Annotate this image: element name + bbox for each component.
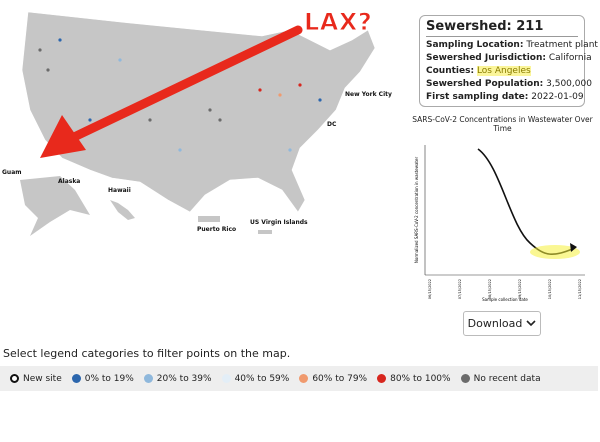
field-value: Los Angeles: [476, 66, 531, 76]
legend-label: 0% to 19%: [84, 373, 134, 384]
map-dots: [38, 38, 322, 152]
chevron: [526, 320, 536, 327]
y-axis-label: Normalized SARS-CoV-2 concentration in w…: [414, 157, 419, 264]
legend-swatch: [71, 374, 81, 383]
map-us: [21, 11, 376, 213]
x-tick-label: 10/15/2022: [548, 279, 552, 299]
info-field: Sewershed Jurisdiction: California: [426, 52, 592, 65]
info-title: Sewershed: 211: [426, 19, 578, 37]
legend-item[interactable]: 0% to 19%: [71, 373, 134, 384]
map-label: US Virgin Islands: [250, 219, 308, 226]
arrow: [67, 25, 303, 143]
x-tick-label: 09/15/2022: [518, 279, 522, 299]
info-box: Sewershed: 211 Sampling Location: Treatm…: [419, 15, 598, 107]
x-axis-label: Sample collection date: [482, 297, 528, 302]
arrow-head: [40, 115, 86, 158]
field-value: Treatment plant: [526, 40, 598, 50]
legend-item[interactable]: No recent data: [460, 373, 541, 384]
legend-swatch: [143, 374, 153, 383]
legend: New site 0% to 19% 20% to 39% 40% to 59% 60%…: [0, 366, 598, 391]
field-label: Sampling Location:: [426, 40, 524, 50]
instruction: Select legend categories to filter point…: [3, 347, 291, 360]
map[interactable]: New York City DC Guam Alaska Hawaii Puer…: [0, 0, 400, 255]
map-label: Alaska: [58, 178, 80, 185]
info-field: Sewershed Population: 3,500,000: [426, 78, 592, 91]
map-label: DC: [327, 121, 337, 128]
legend-item[interactable]: New site: [10, 374, 62, 384]
legend-item[interactable]: 60% to 79%: [299, 374, 367, 384]
highlight: [530, 245, 580, 259]
map-label: Puerto Rico: [197, 226, 236, 233]
download-label: Download: [467, 317, 523, 330]
legend-label: 20% to 39%: [156, 373, 212, 384]
field-label: Sewershed Jurisdiction:: [426, 53, 546, 63]
x-tick-label: 08/15/2022: [488, 279, 492, 299]
download-button[interactable]: Download: [463, 311, 541, 336]
chart-title: SARS-CoV-2 Concentrations in Wastewater …: [412, 115, 593, 133]
field-label: Sewershed Population:: [426, 79, 544, 89]
info-fields: Sampling Location: Treatment plant Sewers…: [426, 39, 598, 104]
map-alaska: [20, 176, 90, 236]
map-pr: [198, 216, 220, 222]
legend-label: 80% to 100%: [390, 373, 451, 384]
field-label: Counties:: [426, 66, 475, 76]
map-label: Guam: [2, 169, 22, 176]
chart: Normalized SARS-CoV-2 concentration in w…: [414, 145, 585, 302]
legend-item[interactable]: 40% to 59%: [221, 373, 290, 384]
legend-label: 60% to 79%: [312, 373, 368, 384]
legend-label: New site: [23, 373, 62, 384]
map-label: New York City: [345, 91, 392, 98]
legend-swatch: [221, 374, 231, 383]
legend-label: No recent data: [473, 373, 541, 384]
legend-item[interactable]: 80% to 100%: [377, 374, 451, 384]
field-value: 3,500,000: [546, 79, 592, 89]
x-tick-label: 06/15/2022: [428, 279, 432, 299]
info-field: Sampling Location: Treatment plant: [426, 39, 598, 52]
x-tick-label: 11/15/2022: [578, 279, 582, 299]
legend-swatch: [10, 374, 19, 383]
map-label: Hawaii: [108, 187, 131, 194]
info-field: Counties: Los Angeles: [426, 65, 578, 78]
legend-item[interactable]: 20% to 39%: [143, 373, 212, 384]
legend-label: 40% to 59%: [234, 373, 290, 384]
field-value: California: [548, 53, 592, 63]
map-vi: [258, 230, 272, 234]
field-label: First sampling date:: [426, 92, 529, 102]
trend-line: [477, 148, 576, 255]
legend-swatch: [377, 374, 387, 383]
info-field: First sampling date: 2022-01-09: [426, 91, 584, 104]
field-value: 2022-01-09: [531, 92, 584, 102]
arrow-head: [570, 243, 577, 252]
map-hawaii: [110, 200, 135, 220]
annotation: LAX?: [303, 8, 373, 37]
x-tick-label: 07/15/2022: [458, 279, 462, 299]
legend-swatch: [299, 374, 309, 383]
legend-swatch: [460, 374, 470, 383]
